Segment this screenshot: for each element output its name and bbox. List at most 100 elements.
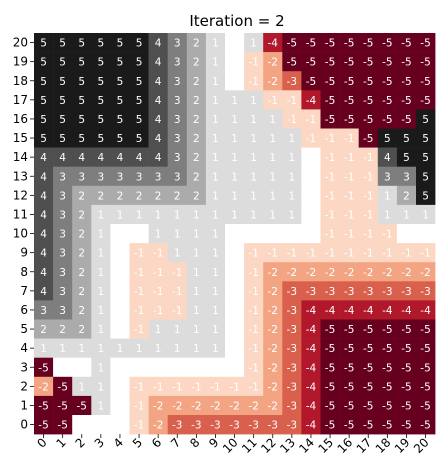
cell-value-label: -2 (172, 400, 182, 412)
heatmap-cell (205, 357, 226, 378)
cell-value-label: 5 (403, 152, 410, 164)
heatmap-cell (416, 128, 436, 148)
cell-value-label: -5 (325, 324, 335, 336)
cell-value-label: 3 (136, 171, 143, 183)
x-tick-label: 4 (111, 435, 126, 450)
cell-value-label: -5 (38, 400, 48, 412)
cell-value-label: -1 (134, 267, 144, 279)
cell-value-label: 1 (98, 286, 105, 298)
cell-value-label: -5 (287, 57, 297, 69)
heatmap-cell (72, 281, 92, 301)
cell-value-label: -1 (134, 248, 144, 260)
cell-value-label: -5 (325, 381, 335, 393)
cell-value-label: 5 (117, 57, 124, 69)
heatmap-cell (263, 128, 283, 148)
cell-value-label: 4 (78, 152, 85, 164)
heatmap-cell (377, 33, 398, 53)
cell-value-label: 1 (289, 190, 296, 202)
heatmap-cell (358, 90, 379, 110)
cell-value-label: 5 (78, 76, 85, 88)
heatmap-cell (91, 281, 111, 301)
cell-value-label: 4 (40, 190, 47, 202)
cell-value-label: -1 (134, 305, 144, 317)
heatmap-cell (205, 109, 226, 129)
cell-value-label: -1 (229, 381, 239, 393)
heatmap-cell (244, 338, 264, 358)
y-tick-label: 3 (20, 360, 28, 374)
heatmap-cell (263, 204, 283, 225)
cell-value-label: 1 (384, 209, 391, 221)
heatmap-cell (377, 319, 398, 339)
cell-value-label: -5 (38, 420, 48, 432)
cell-value-label: -3 (287, 324, 297, 336)
cell-value-label: -5 (420, 420, 430, 432)
cell-value-label: 1 (250, 95, 257, 107)
cell-value-label: 3 (59, 171, 66, 183)
y-tick-label: 14 (13, 150, 28, 164)
heatmap-cell (301, 224, 321, 244)
heatmap-cell (129, 147, 149, 167)
heatmap-cell (320, 243, 340, 263)
cell-value-label: -3 (191, 420, 201, 432)
x-tick-label: 2 (73, 435, 88, 450)
heatmap-cell (358, 415, 379, 435)
cell-value-label: 1 (231, 190, 238, 202)
heatmap-cell (244, 71, 264, 91)
heatmap-cell (129, 300, 149, 320)
heatmap-cell (282, 33, 302, 53)
heatmap-cell (358, 319, 379, 339)
heatmap-cell (91, 204, 111, 225)
cell-value-label: -5 (325, 57, 335, 69)
heatmap-cell (186, 319, 207, 339)
cell-value-label: -1 (248, 362, 258, 374)
heatmap-cell (129, 71, 149, 91)
heatmap-cell (225, 395, 245, 416)
heatmap-cell (110, 166, 130, 187)
cell-value-label: -1 (172, 267, 182, 279)
heatmap-cell (91, 415, 111, 435)
heatmap-cell (167, 415, 188, 435)
heatmap-cell (72, 300, 92, 320)
cell-value-label: -1 (344, 190, 354, 202)
heatmap-cell (358, 185, 379, 206)
heatmap-cell (301, 357, 321, 378)
heatmap-cell (186, 243, 207, 263)
heatmap-cell (205, 185, 226, 206)
cell-value-label: 1 (98, 362, 105, 374)
heatmap-cell (110, 147, 130, 167)
cell-value-label: 4 (155, 57, 162, 69)
cell-value-label: -1 (401, 248, 411, 260)
x-tick-label: 13 (277, 435, 298, 456)
heatmap-cell (358, 33, 379, 53)
cell-value-label: -2 (382, 267, 392, 279)
cell-value-label: -3 (287, 343, 297, 355)
heatmap-cell (339, 319, 359, 339)
heatmap-cell (282, 147, 302, 167)
cell-value-label: -5 (420, 324, 430, 336)
heatmap-cell (72, 166, 92, 187)
heatmap-cell (186, 204, 207, 225)
heatmap-cell (129, 185, 149, 206)
cell-value-label: -5 (57, 420, 67, 432)
heatmap-cell (225, 109, 245, 129)
cell-value-label: 3 (117, 171, 124, 183)
cell-value-label: -1 (248, 57, 258, 69)
heatmap-cell (358, 224, 379, 244)
cell-value-label: -4 (344, 305, 355, 317)
cell-value-label: -4 (306, 324, 317, 336)
heatmap-cell (339, 166, 359, 187)
cell-value-label: 2 (193, 38, 200, 50)
heatmap-cell (72, 338, 92, 358)
heatmap-cell (91, 395, 111, 416)
cell-value-label: -1 (325, 248, 335, 260)
cell-value-label: -5 (344, 95, 354, 107)
heatmap-cell (263, 262, 283, 282)
heatmap-cell (186, 376, 207, 397)
heatmap-cell (244, 90, 264, 110)
heatmap-cell (186, 415, 207, 435)
heatmap-cell (263, 300, 283, 320)
heatmap-cell (167, 90, 188, 110)
cell-value-label: -5 (363, 324, 373, 336)
cell-value-label: 1 (250, 209, 257, 221)
